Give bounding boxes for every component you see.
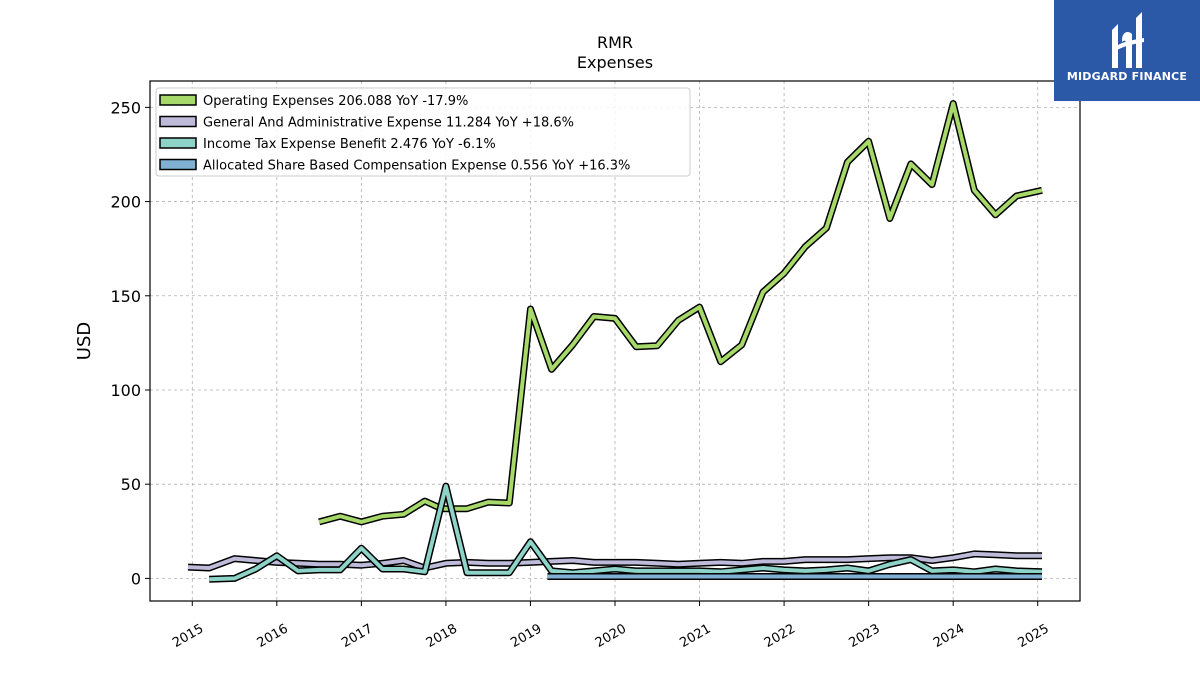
series-line [187, 551, 1042, 570]
legend-entry-income-tax-expense: Income Tax Expense Benefit 2.476 YoY -6.… [203, 137, 496, 152]
legend-swatch [159, 115, 197, 128]
brand-name: MIDGARD FINANCE [1066, 70, 1188, 83]
series-line [318, 101, 1043, 524]
y-tick-label: 200 [110, 193, 141, 212]
x-tick-label: 2022 [762, 621, 798, 651]
y-tick-label: 150 [110, 287, 141, 306]
legend-swatch [159, 158, 197, 171]
series-line [209, 484, 1043, 582]
series-operating-expenses [318, 100, 1043, 526]
x-tick-label: 2020 [593, 621, 629, 651]
chart-title: RMR [597, 33, 633, 52]
x-tick-label: 2025 [1016, 621, 1052, 651]
series-income-tax-expense [209, 482, 1043, 583]
y-tick-label: 100 [110, 381, 141, 400]
legend-entry-general-admin-expense: General And Administrative Expense 11.28… [203, 116, 574, 131]
x-tick-label: 2019 [508, 621, 544, 651]
legend-entry-operating-expenses: Operating Expenses 206.088 YoY -17.9% [203, 94, 468, 109]
x-tick-label: 2015 [170, 621, 206, 651]
brand-logo: MIDGARD FINANCE [1054, 0, 1200, 101]
x-tick-label: 2018 [424, 621, 460, 651]
x-tick-label: 2024 [931, 621, 967, 651]
legend-box [155, 87, 691, 177]
legend-swatch [159, 94, 197, 106]
brand-mark-icon [1112, 12, 1144, 68]
y-tick-label: 250 [110, 98, 141, 117]
x-tick-label: 2023 [846, 621, 882, 651]
x-tick-label: 2016 [255, 621, 291, 651]
x-tick-label: 2017 [339, 621, 375, 651]
chart-subtitle: Expenses [577, 53, 653, 72]
legend-swatch [159, 137, 197, 149]
legend-entry-share-based-compensation: Allocated Share Based Compensation Expen… [203, 159, 630, 174]
x-tick-label: 2021 [677, 621, 713, 651]
series-general-admin-expense [187, 550, 1042, 572]
y-axis-label: USD [74, 322, 95, 360]
legend: Operating Expenses 206.088 YoY -17.9% Gen… [155, 87, 691, 177]
series-layer [187, 100, 1043, 583]
y-tick-label: 0 [131, 569, 141, 588]
y-tick-label: 50 [121, 475, 141, 494]
